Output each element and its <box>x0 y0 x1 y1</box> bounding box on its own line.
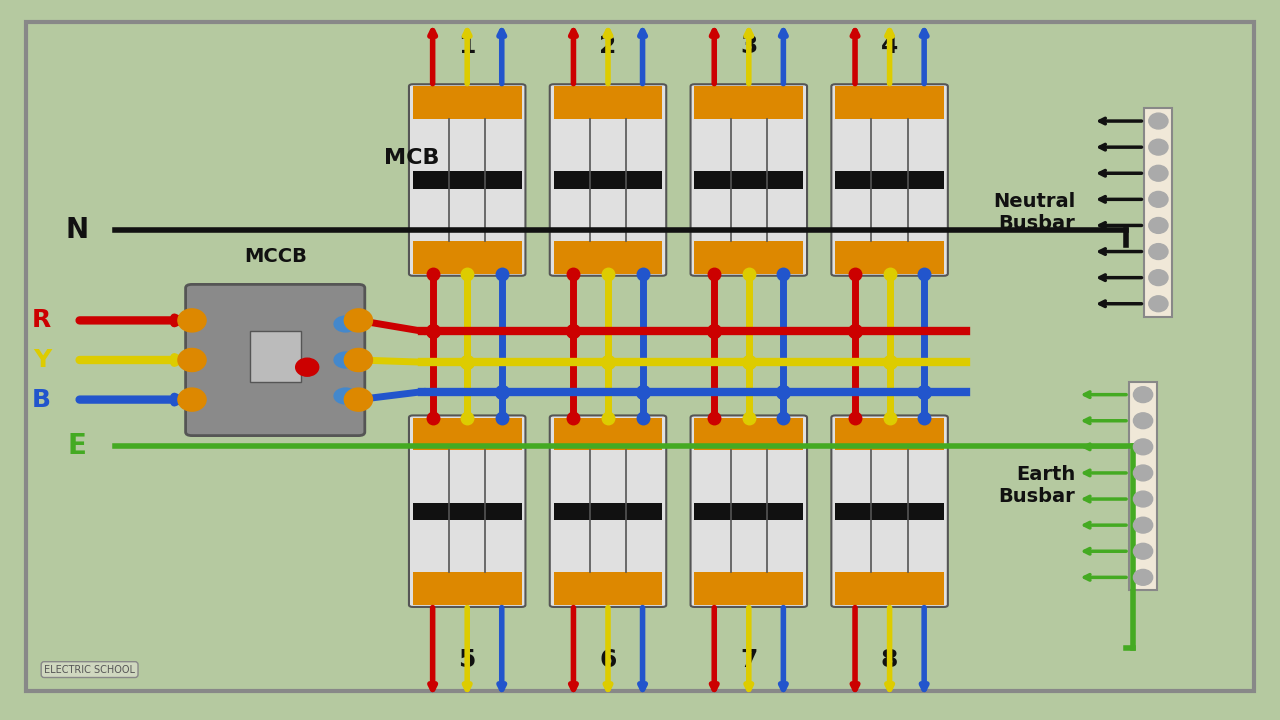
Bar <box>250 331 301 382</box>
Bar <box>694 572 804 605</box>
Bar <box>835 418 943 450</box>
Ellipse shape <box>1149 296 1169 312</box>
Bar <box>1144 108 1172 317</box>
Bar <box>554 171 663 189</box>
Ellipse shape <box>334 388 357 404</box>
Bar <box>694 241 804 274</box>
Bar <box>554 86 663 119</box>
Text: R: R <box>32 308 51 333</box>
Ellipse shape <box>178 309 206 332</box>
Ellipse shape <box>334 352 357 368</box>
Text: Neutral
Busbar: Neutral Busbar <box>993 192 1075 233</box>
Ellipse shape <box>1149 217 1169 233</box>
Text: 7: 7 <box>740 648 758 672</box>
Bar <box>412 86 522 119</box>
Text: 6: 6 <box>599 648 617 672</box>
Text: 1: 1 <box>458 34 476 58</box>
Ellipse shape <box>1149 270 1169 286</box>
Bar <box>694 171 804 189</box>
Ellipse shape <box>1134 544 1152 559</box>
Text: N: N <box>65 217 88 244</box>
Text: 5: 5 <box>458 648 476 672</box>
Ellipse shape <box>1134 439 1152 455</box>
Ellipse shape <box>1134 570 1152 585</box>
Bar <box>835 86 943 119</box>
Ellipse shape <box>344 309 372 332</box>
Ellipse shape <box>1149 113 1169 129</box>
Text: Earth
Busbar: Earth Busbar <box>998 466 1075 506</box>
Ellipse shape <box>1149 166 1169 181</box>
Text: ELECTRIC SCHOOL: ELECTRIC SCHOOL <box>44 665 136 675</box>
Text: MCB: MCB <box>384 148 439 168</box>
FancyBboxPatch shape <box>410 415 526 607</box>
Bar <box>835 171 943 189</box>
FancyBboxPatch shape <box>691 415 808 607</box>
Ellipse shape <box>296 359 319 376</box>
Ellipse shape <box>1134 491 1152 507</box>
Bar <box>412 241 522 274</box>
Bar <box>554 418 663 450</box>
FancyBboxPatch shape <box>410 84 526 276</box>
Text: E: E <box>68 433 86 460</box>
FancyBboxPatch shape <box>832 84 947 276</box>
Bar <box>694 418 804 450</box>
Ellipse shape <box>1134 413 1152 428</box>
Text: 3: 3 <box>740 34 758 58</box>
FancyBboxPatch shape <box>832 415 947 607</box>
Text: MCCB: MCCB <box>243 248 307 266</box>
FancyBboxPatch shape <box>550 84 667 276</box>
Bar <box>694 86 804 119</box>
Ellipse shape <box>178 388 206 411</box>
Bar <box>554 503 663 520</box>
Text: 4: 4 <box>881 34 899 58</box>
Ellipse shape <box>1149 192 1169 207</box>
Bar <box>554 572 663 605</box>
Bar <box>694 503 804 520</box>
Bar <box>412 572 522 605</box>
Ellipse shape <box>344 388 372 411</box>
Bar <box>412 503 522 520</box>
Ellipse shape <box>1149 243 1169 259</box>
Ellipse shape <box>1134 387 1152 402</box>
Bar <box>412 171 522 189</box>
Ellipse shape <box>344 348 372 372</box>
Bar <box>1129 382 1157 590</box>
Ellipse shape <box>334 316 357 332</box>
FancyBboxPatch shape <box>186 284 365 436</box>
Ellipse shape <box>1134 517 1152 533</box>
FancyBboxPatch shape <box>550 415 667 607</box>
Ellipse shape <box>1134 465 1152 481</box>
Bar <box>554 241 663 274</box>
Bar <box>412 418 522 450</box>
Ellipse shape <box>178 348 206 372</box>
Text: 2: 2 <box>599 34 617 58</box>
Ellipse shape <box>1149 139 1169 155</box>
Text: 8: 8 <box>881 648 899 672</box>
Bar <box>835 503 943 520</box>
Bar <box>835 572 943 605</box>
Text: Y: Y <box>33 348 51 372</box>
FancyBboxPatch shape <box>691 84 808 276</box>
Bar <box>835 241 943 274</box>
Text: B: B <box>32 387 51 412</box>
